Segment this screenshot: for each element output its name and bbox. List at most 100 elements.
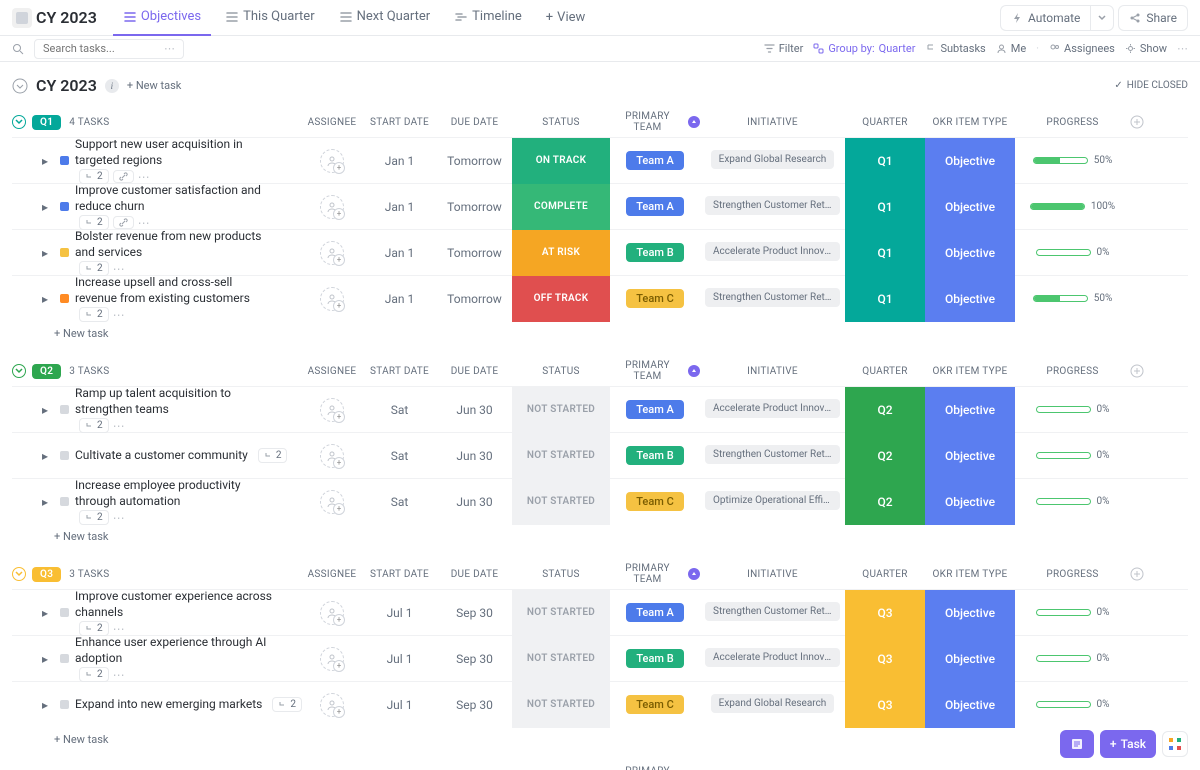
team-pill[interactable]: Team A <box>626 151 684 170</box>
status-square-icon[interactable] <box>60 608 69 617</box>
status-square-icon[interactable] <box>60 497 69 506</box>
start-date[interactable]: Jul 1 <box>362 652 437 666</box>
quarter-cell[interactable]: Q3 <box>845 682 925 728</box>
assignee-avatar[interactable] <box>320 398 344 422</box>
col-primary-team[interactable]: PRIMARY TEAM <box>610 111 700 133</box>
status-square-icon[interactable] <box>60 405 69 414</box>
task-name[interactable]: Expand into new emerging markets <box>75 697 262 713</box>
col-quarter[interactable]: QUARTER <box>845 117 925 128</box>
progress-cell[interactable]: 50% <box>1015 293 1130 304</box>
expand-icon[interactable]: ▸ <box>42 246 54 260</box>
status-cell[interactable]: COMPLETE <box>512 184 610 230</box>
collapse-icon[interactable] <box>12 364 26 378</box>
col-initiative[interactable]: INITIATIVE <box>700 366 845 377</box>
initiative-pill[interactable]: Accelerate Product Innovation <box>705 242 840 261</box>
status-cell[interactable]: NOT STARTED <box>512 636 610 682</box>
col-status[interactable]: STATUS <box>512 117 610 128</box>
assignee-avatar[interactable] <box>320 195 344 219</box>
initiative-pill[interactable]: Expand Global Research <box>711 694 835 713</box>
team-pill[interactable]: Team B <box>626 243 683 262</box>
team-pill[interactable]: Team C <box>626 492 684 511</box>
team-pill[interactable]: Team B <box>626 649 683 668</box>
col-primary-team[interactable]: PRIMARY TEAM <box>610 766 700 770</box>
initiative-pill[interactable]: Optimize Operational Efficien... <box>705 491 840 510</box>
quarter-cell[interactable]: Q1 <box>845 138 925 184</box>
tab-timeline[interactable]: Timeline <box>444 0 532 36</box>
team-pill[interactable]: Team A <box>626 603 684 622</box>
subtask-count[interactable]: 2 <box>79 510 109 525</box>
status-square-icon[interactable] <box>60 202 69 211</box>
more-icon[interactable]: ⋯ <box>164 42 175 55</box>
expand-icon[interactable]: ▸ <box>42 292 54 306</box>
col-primary-team[interactable]: PRIMARY TEAM <box>610 563 700 585</box>
status-square-icon[interactable] <box>60 294 69 303</box>
initiative-pill[interactable]: Strengthen Customer Retenti... <box>705 445 840 464</box>
initiative-pill[interactable]: Strengthen Customer Retenti... <box>705 196 840 215</box>
assignee-avatar[interactable] <box>320 601 344 625</box>
subtask-count[interactable]: 2 <box>79 307 109 322</box>
subtask-count[interactable]: 2 <box>272 697 302 712</box>
col-assignee[interactable]: ASSIGNEE <box>302 117 362 128</box>
assignees-button[interactable]: Assignees <box>1049 42 1115 55</box>
status-square-icon[interactable] <box>60 156 69 165</box>
due-date[interactable]: Tomorrow <box>437 246 512 260</box>
start-date[interactable]: Jan 1 <box>362 292 437 306</box>
expand-icon[interactable]: ▸ <box>42 154 54 168</box>
task-name[interactable]: Improve customer satisfaction and reduce… <box>75 183 275 214</box>
col-start-date[interactable]: START DATE <box>362 366 437 377</box>
more-icon[interactable]: ⋯ <box>138 216 150 230</box>
expand-icon[interactable]: ▸ <box>42 403 54 417</box>
collapse-icon[interactable] <box>12 115 26 129</box>
task-name[interactable]: Increase upsell and cross-sell revenue f… <box>75 275 275 306</box>
start-date[interactable]: Sat <box>362 403 437 417</box>
info-icon[interactable]: i <box>105 79 119 93</box>
assignee-avatar[interactable] <box>320 693 344 717</box>
initiative-pill[interactable]: Accelerate Product Innovation <box>705 648 840 667</box>
more-icon[interactable]: ⋯ <box>113 511 125 525</box>
apps-fab[interactable] <box>1162 731 1188 757</box>
tab-next-quarter[interactable]: Next Quarter <box>329 0 441 36</box>
status-cell[interactable]: NOT STARTED <box>512 479 610 525</box>
col-start-date[interactable]: START DATE <box>362 117 437 128</box>
status-cell[interactable]: NOT STARTED <box>512 433 610 479</box>
type-cell[interactable]: Objective <box>925 682 1015 728</box>
new-task-button[interactable]: + New task <box>12 321 1188 346</box>
col-status[interactable]: STATUS <box>512 366 610 377</box>
subtasks-button[interactable]: Subtasks <box>925 42 985 55</box>
collapse-icon[interactable] <box>12 78 28 94</box>
subtask-count[interactable]: 2 <box>79 261 109 276</box>
group-by-button[interactable]: Group by: Quarter <box>813 42 915 55</box>
col-progress[interactable]: PROGRESS <box>1015 117 1130 128</box>
quarter-cell[interactable]: Q1 <box>845 276 925 322</box>
subtask-count[interactable]: 2 <box>258 448 288 463</box>
status-cell[interactable]: OFF TRACK <box>512 276 610 322</box>
progress-cell[interactable]: 0% <box>1015 450 1130 461</box>
col-progress[interactable]: PROGRESS <box>1015 366 1130 377</box>
tab-this-quarter[interactable]: This Quarter <box>215 0 324 36</box>
type-cell[interactable]: Objective <box>925 138 1015 184</box>
due-date[interactable]: Sep 30 <box>437 652 512 666</box>
due-date[interactable]: Tomorrow <box>437 154 512 168</box>
assignee-avatar[interactable] <box>320 647 344 671</box>
type-cell[interactable]: Objective <box>925 276 1015 322</box>
status-cell[interactable]: NOT STARTED <box>512 387 610 433</box>
new-task-button[interactable]: + New task <box>12 524 1188 549</box>
subtask-count[interactable]: 2 <box>79 215 109 230</box>
due-date[interactable]: Tomorrow <box>437 200 512 214</box>
quarter-cell[interactable]: Q2 <box>845 387 925 433</box>
team-pill[interactable]: Team C <box>626 695 684 714</box>
start-date[interactable]: Sat <box>362 495 437 509</box>
quarter-cell[interactable]: Q2 <box>845 433 925 479</box>
quarter-cell[interactable]: Q3 <box>845 590 925 636</box>
subtask-count[interactable]: 2 <box>79 418 109 433</box>
type-cell[interactable]: Objective <box>925 184 1015 230</box>
new-task-button[interactable]: + New task <box>127 79 181 92</box>
tab-objectives[interactable]: Objectives <box>113 0 211 36</box>
task-name[interactable]: Ramp up talent acquisition to strengthen… <box>75 386 275 417</box>
initiative-pill[interactable]: Strengthen Customer Retenti... <box>705 602 840 621</box>
more-icon[interactable]: ⋯ <box>1177 42 1188 55</box>
type-cell[interactable]: Objective <box>925 636 1015 682</box>
col-quarter[interactable]: QUARTER <box>845 569 925 580</box>
type-cell[interactable]: Objective <box>925 479 1015 525</box>
more-icon[interactable]: ⋯ <box>113 262 125 276</box>
